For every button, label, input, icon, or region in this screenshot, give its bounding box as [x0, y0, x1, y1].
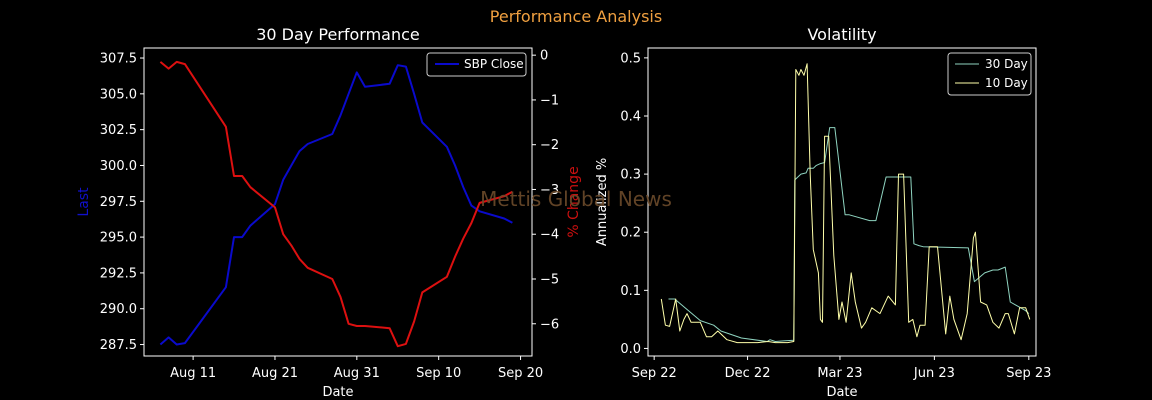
x-tick-label: Sep 20 [498, 366, 543, 381]
y2-tick-label: 0 [540, 49, 548, 64]
y-tick-label: 0.1 [620, 284, 641, 299]
x-tick-label: Sep 10 [416, 366, 461, 381]
series-line-30-day [668, 127, 1030, 342]
volatility-series [660, 63, 1031, 344]
y-tick-label: 300.0 [100, 159, 137, 174]
y2-tick-label: −6 [540, 317, 559, 332]
volatility-y-axis: 0.0 0.1 0.2 0.3 0.4 0.5 [620, 51, 648, 357]
legend-label-sbp-close: SBP Close [464, 57, 524, 71]
performance-x-axis-label: Date [322, 385, 353, 400]
watermark: Mettis Global News [480, 187, 672, 211]
volatility-legend: 30 Day 10 Day [947, 52, 1032, 96]
volatility-y-axis-label: Annualized % [595, 158, 610, 246]
performance-legend: SBP Close [426, 52, 527, 77]
y-tick-label: 305.0 [100, 87, 137, 102]
y-tick-label: 297.5 [100, 195, 137, 210]
y2-tick-label: −5 [540, 273, 559, 288]
x-tick-label: Aug 31 [334, 366, 380, 381]
y-tick-label: 292.5 [100, 266, 137, 281]
x-tick-label: Sep 23 [1006, 366, 1051, 381]
y-tick-label: 302.5 [100, 123, 137, 138]
y-tick-label: 0.5 [620, 51, 641, 66]
x-tick-label: Mar 23 [817, 366, 862, 381]
x-tick-label: Aug 21 [252, 366, 298, 381]
performance-chart: 30 Day Performance 287.5290.0292.5295.02… [76, 25, 582, 400]
performance-chart-title: 30 Day Performance [256, 25, 420, 44]
series-line-10-day [660, 63, 1031, 344]
y-tick-label: 287.5 [100, 338, 137, 353]
performance-y2-axis-label: % Change [566, 166, 582, 237]
series-line--change [159, 60, 513, 348]
y2-tick-label: −4 [540, 228, 559, 243]
series-line-sbp-close [159, 64, 513, 346]
volatility-chart: Volatility 0.0 0.1 0.2 0.3 0.4 0.5 Sep 22 Dec … [595, 25, 1051, 400]
y2-tick-label: −3 [540, 183, 559, 198]
volatility-x-axis: Sep 22 Dec 22 Mar 23 Jun 23 Sep 23 [632, 356, 1051, 381]
x-tick-label: Sep 22 [632, 366, 677, 381]
volatility-chart-title: Volatility [807, 25, 876, 44]
x-tick-label: Dec 22 [725, 366, 771, 381]
y-tick-label: 0.0 [620, 342, 641, 357]
performance-y2-axis: 0 −1 −2 −3 −4 −5 −6 [532, 49, 559, 332]
performance-y-axis-label: Last [76, 187, 92, 217]
figure-suptitle: Performance Analysis [490, 7, 662, 26]
y-tick-label: 295.0 [100, 231, 137, 246]
y-tick-label: 290.0 [100, 302, 137, 317]
x-tick-label: Aug 11 [170, 366, 216, 381]
legend-label-10-day: 10 Day [985, 76, 1028, 90]
y-tick-label: 0.2 [620, 226, 641, 241]
performance-series [159, 60, 513, 348]
y-tick-label: 0.3 [620, 168, 641, 183]
y2-tick-label: −2 [540, 138, 559, 153]
y-tick-label: 307.5 [100, 52, 137, 67]
performance-x-axis: Aug 11 Aug 21 Aug 31 Sep 10 Sep 20 [170, 356, 543, 381]
performance-legend-box [426, 52, 527, 77]
volatility-x-axis-label: Date [826, 385, 857, 400]
x-tick-label: Jun 23 [913, 366, 955, 381]
legend-label-30-day: 30 Day [985, 57, 1028, 71]
performance-plot-area [143, 47, 533, 357]
y-tick-label: 0.4 [620, 109, 641, 124]
performance-y-axis: 287.5 290.0 292.5 295.0 297.5 300.0 302.5 305.0… [100, 52, 144, 353]
y2-tick-label: −1 [540, 93, 559, 108]
volatility-plot-area [647, 47, 1037, 357]
